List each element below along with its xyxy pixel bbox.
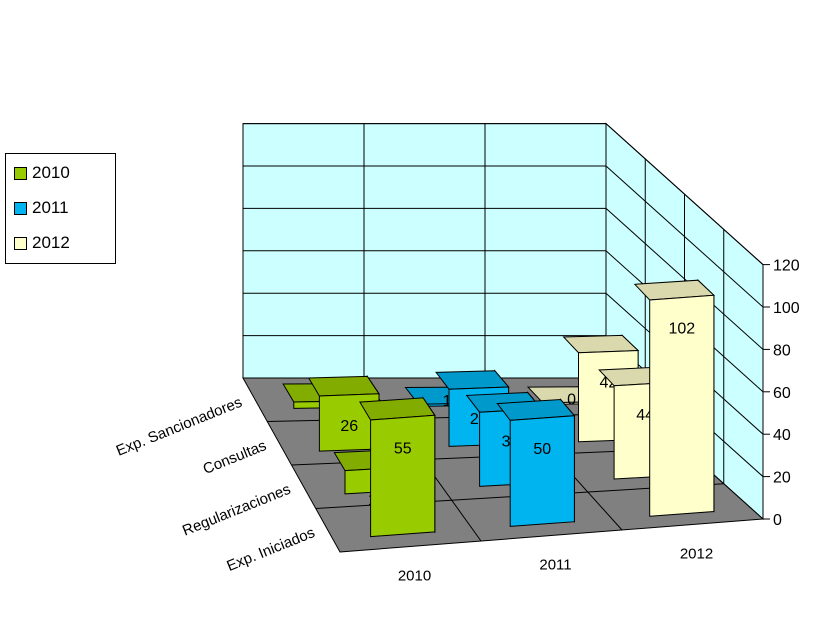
legend-label-2010: 2010 (32, 163, 70, 182)
y-tick-label: 120 (773, 258, 800, 275)
legend-item-2011: 2011 (14, 197, 69, 219)
y-tick-label: 80 (773, 342, 791, 359)
x-tick-label: 2010 (398, 568, 431, 585)
depth-tick-label: Exp. Iniciados (224, 524, 317, 575)
legend-swatch-2012 (14, 236, 27, 250)
data-label: 0 (567, 391, 576, 408)
legend-item-2012: 2012 (14, 232, 70, 254)
bar-2010-1: 55 (359, 396, 436, 538)
bar-top (435, 370, 510, 390)
y-tick-label: 60 (773, 385, 791, 402)
legend-swatch-2010 (14, 166, 27, 180)
data-label: 26 (340, 418, 358, 435)
legend-label-2011: 2011 (32, 198, 69, 217)
y-tick-label: 0 (773, 512, 782, 529)
chart-legend: 2010 2011 2012 (5, 153, 116, 264)
x-tick-label: 2012 (680, 546, 713, 563)
depth-tick-label: Exp. Sancionadores (114, 394, 245, 460)
depth-tick-label: Regularizaciones (180, 481, 293, 540)
x-tick-label: 2011 (539, 557, 571, 574)
bar-2012-1: 102 (633, 279, 716, 517)
legend-item-2010: 2010 (14, 162, 70, 184)
bar-2011-1: 50 (496, 398, 576, 527)
depth-tick-label: Consultas (201, 437, 269, 478)
chart-bars: 3102627421135445550102 (282, 279, 716, 538)
bar-top (307, 375, 380, 397)
legend-swatch-2011 (14, 201, 27, 215)
y-tick-label: 40 (773, 427, 791, 444)
y-tick-label: 20 (773, 470, 791, 487)
y-tick-label: 100 (773, 300, 800, 317)
bar-front (370, 414, 436, 538)
bar-front (649, 294, 715, 517)
legend-label-2012: 2012 (32, 233, 70, 252)
data-label: 50 (533, 441, 551, 458)
data-label: 1 (443, 393, 452, 410)
bar-front (509, 415, 575, 527)
data-label: 102 (668, 321, 695, 338)
data-label: 55 (394, 441, 412, 458)
